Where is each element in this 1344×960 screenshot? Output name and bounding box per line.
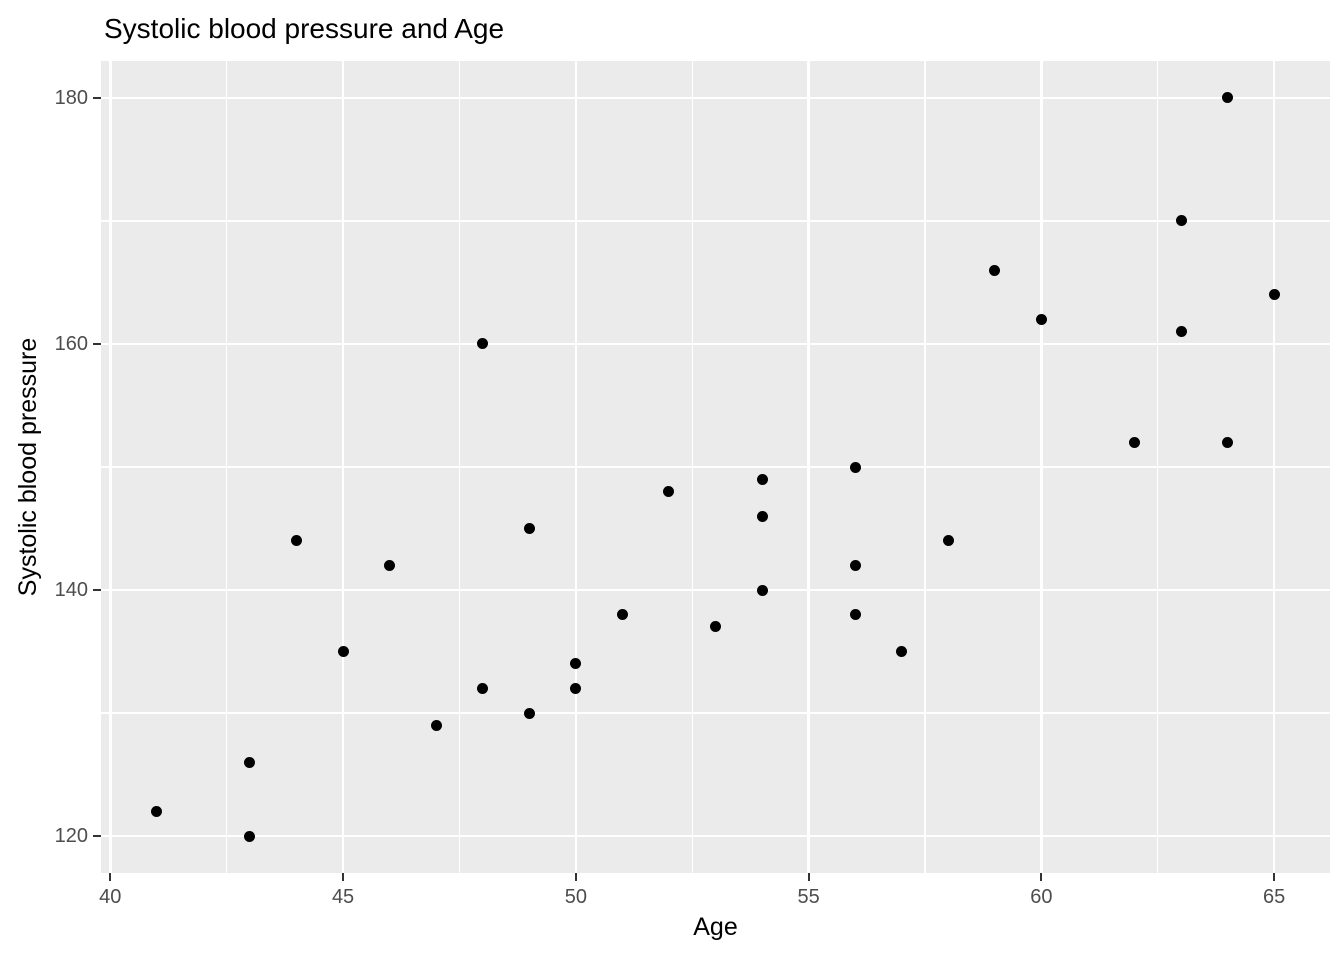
data-point	[291, 535, 303, 547]
data-point	[756, 510, 768, 522]
data-point	[523, 707, 535, 719]
data-point	[151, 805, 163, 817]
major-gridline-horizontal	[101, 96, 1330, 100]
data-point	[756, 584, 768, 596]
data-point	[942, 535, 954, 547]
plot-panel	[101, 61, 1330, 873]
data-point	[430, 719, 442, 731]
data-point	[663, 486, 675, 498]
data-point	[849, 461, 861, 473]
x-axis-tick-label: 65	[1263, 886, 1286, 908]
x-axis-tick-mark	[342, 873, 345, 881]
data-point	[710, 621, 721, 633]
major-gridline-vertical	[341, 61, 345, 873]
y-axis-tick-label: 120	[54, 825, 88, 848]
x-axis-tick-label: 60	[1030, 886, 1053, 908]
data-point	[244, 830, 256, 842]
x-axis-tick-label: 40	[99, 886, 122, 908]
data-point	[384, 559, 396, 571]
minor-gridline-horizontal	[101, 220, 1330, 222]
x-axis-tick-label: 45	[331, 886, 355, 908]
major-gridline-vertical	[574, 61, 578, 873]
major-gridline-horizontal	[101, 834, 1330, 838]
x-axis-tick-mark	[574, 873, 577, 881]
x-axis-tick-mark	[1273, 873, 1276, 881]
x-axis-tick-label: 50	[564, 886, 587, 908]
x-axis-tick-mark	[109, 873, 112, 881]
x-axis-tick-label: 55	[797, 886, 820, 908]
data-point	[477, 682, 489, 694]
major-gridline-vertical	[1040, 61, 1043, 873]
y-axis-tick-label: 180	[54, 86, 88, 109]
major-gridline-vertical	[807, 61, 810, 873]
data-point	[616, 609, 628, 621]
major-gridline-horizontal	[101, 588, 1330, 592]
y-axis-title: Systolic blood pressure	[14, 337, 42, 597]
major-gridline-vertical	[1272, 61, 1276, 873]
data-point	[1035, 313, 1047, 325]
y-axis-tick-mark	[93, 835, 101, 838]
data-point	[570, 682, 582, 694]
data-point	[1128, 436, 1140, 448]
minor-gridline-horizontal	[101, 712, 1330, 714]
y-axis-tick-mark	[93, 342, 101, 345]
data-point	[1175, 215, 1187, 227]
y-axis-tick-mark	[93, 96, 101, 99]
data-point	[989, 264, 1001, 276]
data-point	[337, 646, 349, 658]
data-point	[849, 559, 861, 571]
data-point	[896, 646, 908, 658]
data-point	[756, 473, 768, 485]
y-axis-tick-label: 140	[54, 579, 88, 602]
data-point	[849, 609, 861, 621]
y-axis-tick-mark	[93, 589, 101, 592]
data-point	[1175, 326, 1187, 338]
x-axis-tick-mark	[1040, 873, 1043, 881]
data-point	[570, 658, 582, 670]
data-point	[1222, 436, 1234, 448]
y-axis-tick-label: 160	[54, 332, 88, 355]
x-axis-title: Age	[693, 913, 738, 941]
x-axis-tick-mark	[807, 873, 810, 881]
data-point	[523, 523, 535, 534]
chart-title: Systolic blood pressure and Age	[104, 13, 505, 44]
minor-gridline-horizontal	[101, 466, 1330, 468]
data-point	[244, 756, 256, 768]
major-gridline-horizontal	[101, 342, 1330, 346]
data-point	[1222, 92, 1234, 104]
data-point	[1268, 289, 1280, 301]
data-point	[477, 338, 489, 350]
major-gridline-vertical	[109, 61, 112, 873]
